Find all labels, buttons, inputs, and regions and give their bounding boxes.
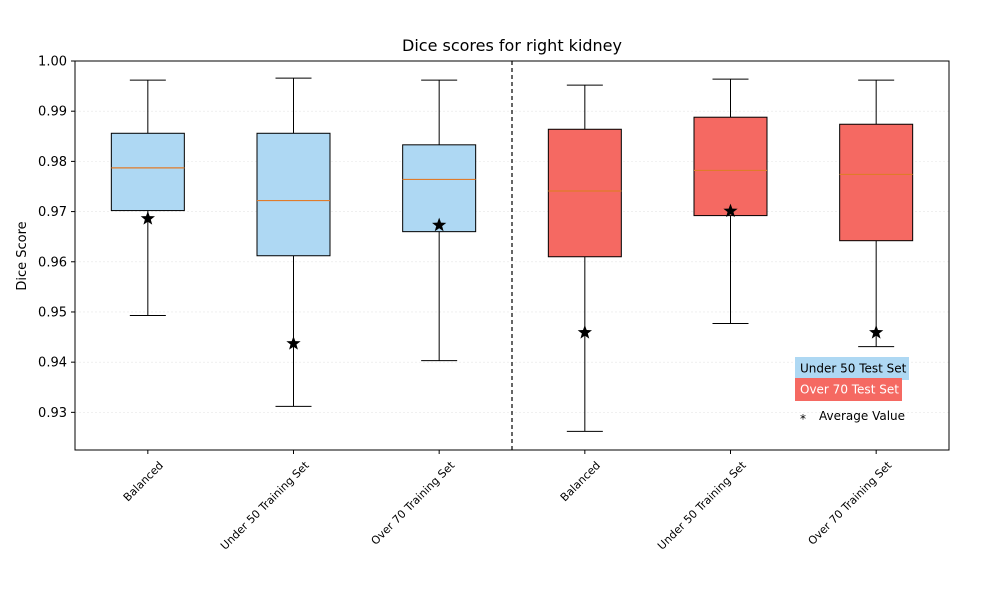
mean-marker bbox=[869, 325, 884, 339]
mean-marker bbox=[577, 325, 592, 339]
box-1 bbox=[110, 79, 185, 316]
chart-title: Dice scores for right kidney bbox=[402, 36, 622, 55]
box-iqr bbox=[693, 116, 768, 217]
y-axis: 0.93 0.94 0.95 0.96 0.97 0.98 0.99 1.00 bbox=[38, 55, 75, 421]
box-iqr bbox=[547, 128, 622, 258]
y-tick-label: 0.99 bbox=[38, 105, 67, 120]
mean-marker bbox=[723, 203, 738, 218]
y-tick-label: 0.95 bbox=[38, 305, 67, 320]
mean-marker bbox=[286, 336, 301, 350]
mean-marker bbox=[432, 217, 447, 232]
box-iqr bbox=[839, 123, 914, 242]
legend-label-1: Under 50 Test Set bbox=[800, 362, 907, 376]
y-axis-label: Dice Score bbox=[15, 221, 30, 290]
legend-marker-average: * bbox=[800, 412, 806, 426]
y-tick-label: 0.93 bbox=[38, 406, 67, 421]
legend-label-average: Average Value bbox=[819, 409, 905, 423]
box-iqr bbox=[110, 132, 185, 212]
x-tick-label: Over 70 Training Set bbox=[369, 458, 458, 547]
legend: Under 50 Test Set Over 70 Test Set * Averag… bbox=[795, 357, 909, 426]
x-tick-label: Over 70 Training Set bbox=[806, 458, 895, 547]
box-4 bbox=[547, 84, 622, 432]
plot-frame bbox=[74, 60, 950, 451]
legend-swatch-1 bbox=[795, 357, 909, 380]
box-5 bbox=[693, 78, 768, 325]
legend-label-2: Over 70 Test Set bbox=[800, 383, 899, 397]
x-axis: Balanced Under 50 Training Set Over 70 Tra… bbox=[121, 450, 895, 552]
x-tick-label: Balanced bbox=[558, 459, 603, 504]
legend-swatch-2 bbox=[795, 378, 902, 401]
box-2 bbox=[256, 77, 331, 407]
x-tick-label: Under 50 Training Set bbox=[655, 458, 749, 552]
box-iqr bbox=[256, 132, 331, 257]
x-tick-label: Under 50 Training Set bbox=[218, 458, 312, 552]
box-3 bbox=[402, 79, 477, 362]
y-tick-label: 0.97 bbox=[38, 205, 67, 220]
y-tick-label: 0.94 bbox=[38, 356, 67, 371]
box-6 bbox=[839, 79, 914, 348]
x-tick-label: Balanced bbox=[121, 459, 166, 504]
mean-marker bbox=[140, 211, 155, 225]
y-tick-label: 0.98 bbox=[38, 155, 67, 170]
y-tick-label: 1.00 bbox=[38, 55, 67, 70]
y-tick-label: 0.96 bbox=[38, 255, 67, 270]
box-iqr bbox=[402, 144, 477, 233]
box-plots bbox=[110, 77, 914, 432]
